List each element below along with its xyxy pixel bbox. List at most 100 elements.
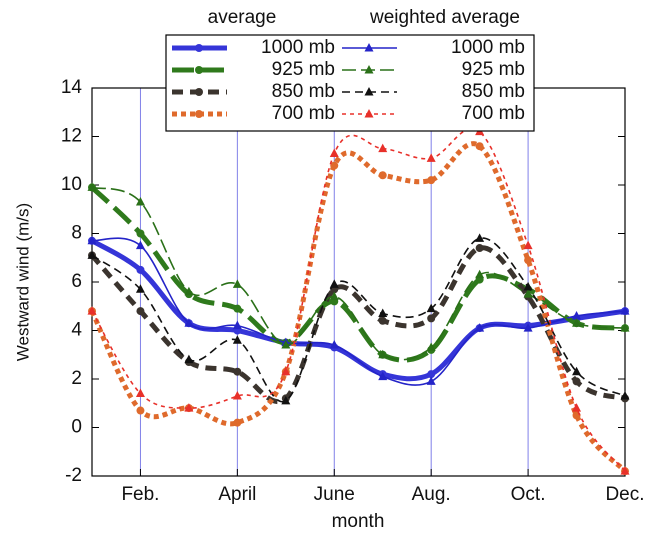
marker — [426, 376, 436, 385]
marker — [572, 310, 582, 320]
marker — [427, 176, 436, 185]
marker — [233, 418, 242, 427]
marker — [136, 406, 145, 415]
marker — [572, 318, 582, 327]
marker — [195, 110, 203, 118]
marker — [364, 43, 374, 52]
marker — [195, 44, 203, 52]
marker — [281, 340, 291, 349]
marker — [195, 88, 203, 96]
x-tick-label: Dec. — [605, 484, 644, 505]
marker — [136, 307, 145, 316]
data-line — [91, 186, 626, 361]
marker — [195, 66, 203, 74]
marker — [281, 395, 291, 405]
marker — [378, 349, 388, 359]
y-axis-label: Westward wind (m/s) — [13, 203, 32, 361]
y-tick-label: 10 — [61, 174, 82, 195]
marker — [620, 306, 630, 315]
marker — [572, 403, 582, 412]
marker — [329, 148, 339, 157]
x-tick-label: Oct. — [511, 484, 546, 505]
marker — [572, 377, 581, 386]
marker — [620, 390, 630, 400]
data-line — [90, 238, 626, 382]
y-tick-label: 2 — [71, 368, 82, 389]
marker — [87, 182, 97, 191]
marker — [184, 286, 194, 296]
marker — [523, 289, 533, 298]
marker — [523, 323, 533, 332]
marker — [427, 370, 436, 379]
marker — [378, 171, 387, 180]
marker — [281, 366, 291, 376]
legend-label: 850 mb — [272, 81, 335, 102]
plot-frame — [91, 87, 626, 477]
marker — [378, 316, 387, 325]
marker — [135, 196, 145, 206]
marker — [136, 229, 145, 238]
marker — [232, 335, 242, 344]
marker — [475, 233, 485, 242]
y-tick-label: 6 — [71, 271, 82, 292]
series — [87, 126, 630, 475]
series — [87, 182, 630, 361]
series — [88, 141, 629, 476]
marker — [184, 318, 194, 327]
marker — [426, 303, 436, 313]
data-line — [90, 185, 626, 363]
legend-label: 925 mb — [272, 59, 335, 80]
marker — [364, 65, 374, 74]
marker — [426, 342, 436, 351]
y-tick-label: 12 — [61, 126, 82, 147]
marker — [135, 388, 145, 398]
marker — [475, 269, 485, 279]
y-tick-label: 4 — [71, 320, 82, 341]
legend-box — [165, 34, 535, 132]
marker — [135, 284, 145, 293]
marker — [232, 320, 242, 330]
legend-title: average — [208, 7, 277, 28]
marker — [87, 250, 97, 259]
marker — [523, 281, 533, 291]
legend-label: 850 mb — [462, 81, 525, 102]
y-tick-label: 14 — [61, 77, 83, 98]
legend-label: 1000 mb — [261, 37, 335, 58]
marker — [232, 279, 242, 288]
marker — [330, 161, 339, 170]
marker — [620, 323, 630, 332]
marker — [135, 240, 145, 250]
marker — [329, 279, 339, 288]
legend-label: 1000 mb — [451, 37, 525, 58]
marker — [364, 87, 374, 96]
marker — [572, 366, 582, 376]
marker — [620, 466, 630, 475]
marker — [475, 323, 485, 332]
marker — [136, 265, 145, 274]
data-line — [90, 245, 626, 404]
y-tick-label: 0 — [71, 417, 82, 438]
marker — [233, 367, 242, 376]
marker — [523, 240, 533, 250]
marker — [475, 142, 484, 151]
marker — [184, 354, 194, 364]
marker — [364, 109, 374, 118]
marker — [426, 153, 436, 162]
series — [87, 233, 630, 405]
x-tick-label: April — [218, 484, 256, 505]
y-tick-label: -2 — [65, 465, 82, 486]
x-tick-label: Feb. — [121, 484, 159, 505]
marker — [329, 291, 339, 301]
marker — [475, 244, 484, 253]
legend-label: 700 mb — [272, 103, 335, 124]
marker — [378, 308, 388, 318]
x-tick-label: June — [314, 484, 355, 505]
marker — [233, 304, 242, 313]
x-tick-label: Aug. — [412, 484, 451, 505]
marker — [378, 371, 388, 381]
marker — [378, 143, 388, 153]
legend-title: weighted average — [369, 7, 520, 28]
marker — [232, 390, 242, 400]
